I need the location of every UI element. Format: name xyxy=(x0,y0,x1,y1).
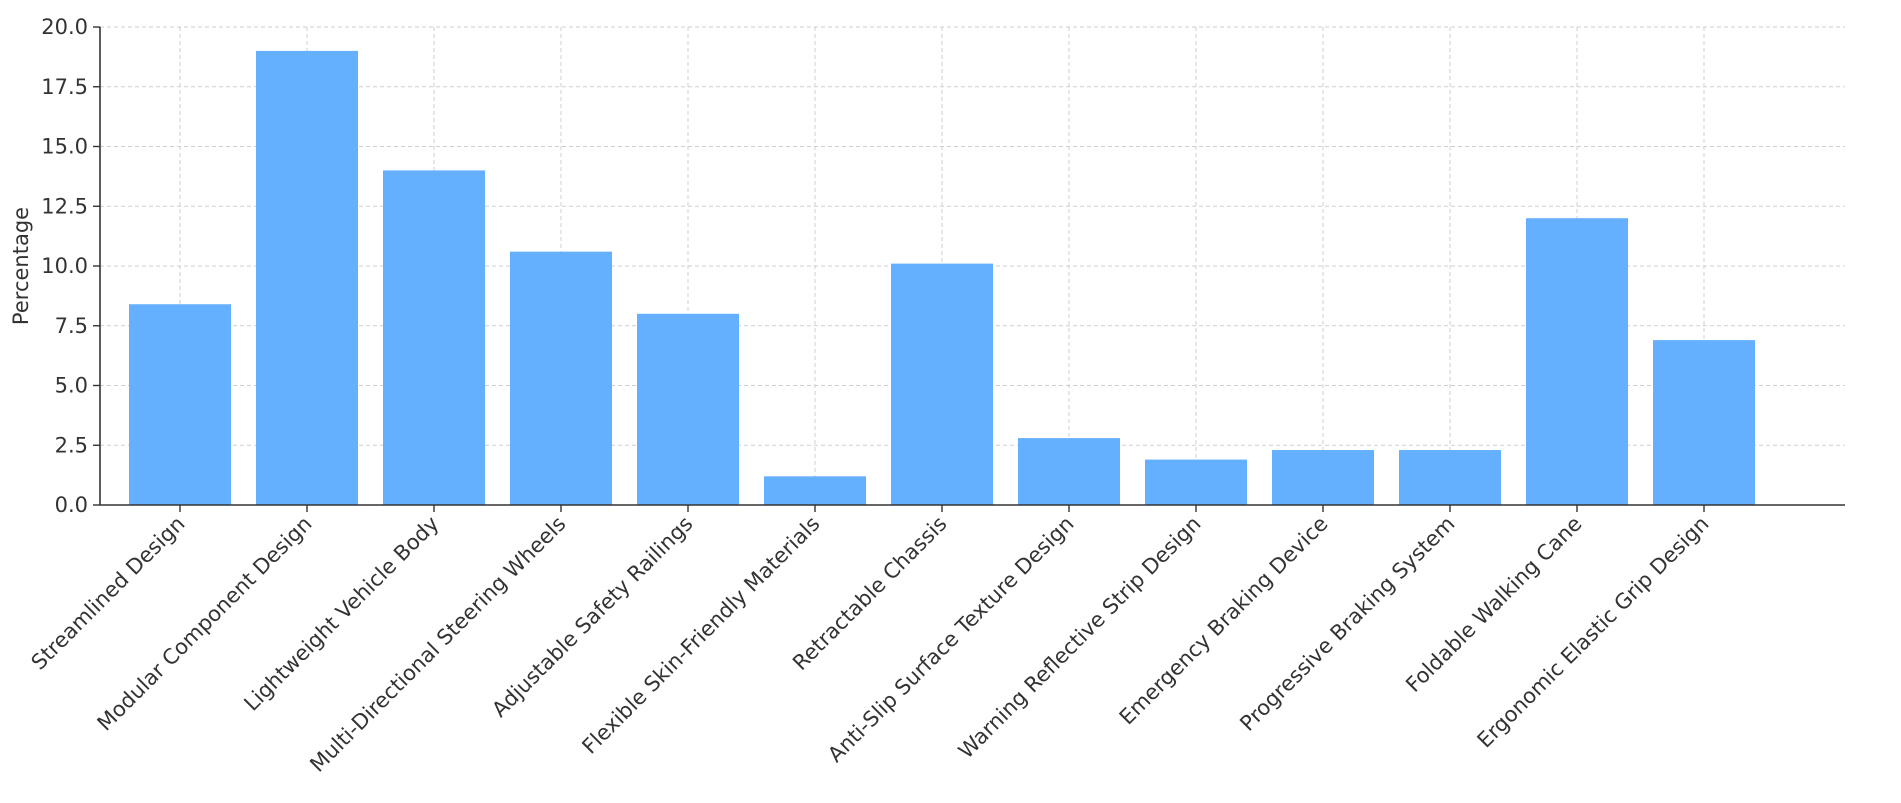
bar xyxy=(129,304,231,505)
y-tick-label: 15.0 xyxy=(41,135,88,159)
bar xyxy=(256,50,358,506)
bar xyxy=(1526,218,1628,505)
x-tick-label: Adjustable Safety Railings xyxy=(487,512,697,722)
x-tick-label: Flexible Skin-Friendly Materials xyxy=(577,512,824,759)
y-ticks: 0.0 2.5 5.0 7.5 10.0 12.5 15.0 17.5 20.0 xyxy=(41,15,100,517)
x-tick-label: Modular Component Design xyxy=(93,512,317,736)
bars xyxy=(129,50,1755,506)
x-tick-label: Progressive Braking System xyxy=(1235,512,1459,736)
bar xyxy=(1018,438,1120,505)
bar xyxy=(764,476,866,505)
bar xyxy=(891,263,993,505)
x-tick-label: Emergency Braking Device xyxy=(1115,512,1333,730)
x-tick-label: Warning Reflective Strip Design xyxy=(954,512,1206,764)
bar xyxy=(1653,340,1755,505)
y-tick-label: 0.0 xyxy=(55,493,88,517)
y-tick-label: 10.0 xyxy=(41,254,88,278)
bar xyxy=(383,170,485,505)
y-tick-label: 12.5 xyxy=(41,194,88,218)
y-axis-title: Percentage xyxy=(9,207,33,325)
bar xyxy=(637,313,739,505)
x-tick-label: Multi-Directional Steering Wheels xyxy=(305,512,570,777)
y-tick-label: 7.5 xyxy=(55,314,88,338)
bar xyxy=(510,251,612,505)
y-tick-label: 5.0 xyxy=(55,374,88,398)
bar xyxy=(1272,450,1374,505)
bar xyxy=(1145,459,1247,505)
bar xyxy=(1399,450,1501,505)
x-tick-label: Anti-Slip Surface Texture Design xyxy=(823,512,1078,767)
x-tick-label: Ergonomic Elastic Grip Design xyxy=(1473,512,1714,753)
y-tick-label: 2.5 xyxy=(55,433,88,457)
y-tick-label: 17.5 xyxy=(41,75,88,99)
y-tick-label: 20.0 xyxy=(41,15,88,39)
